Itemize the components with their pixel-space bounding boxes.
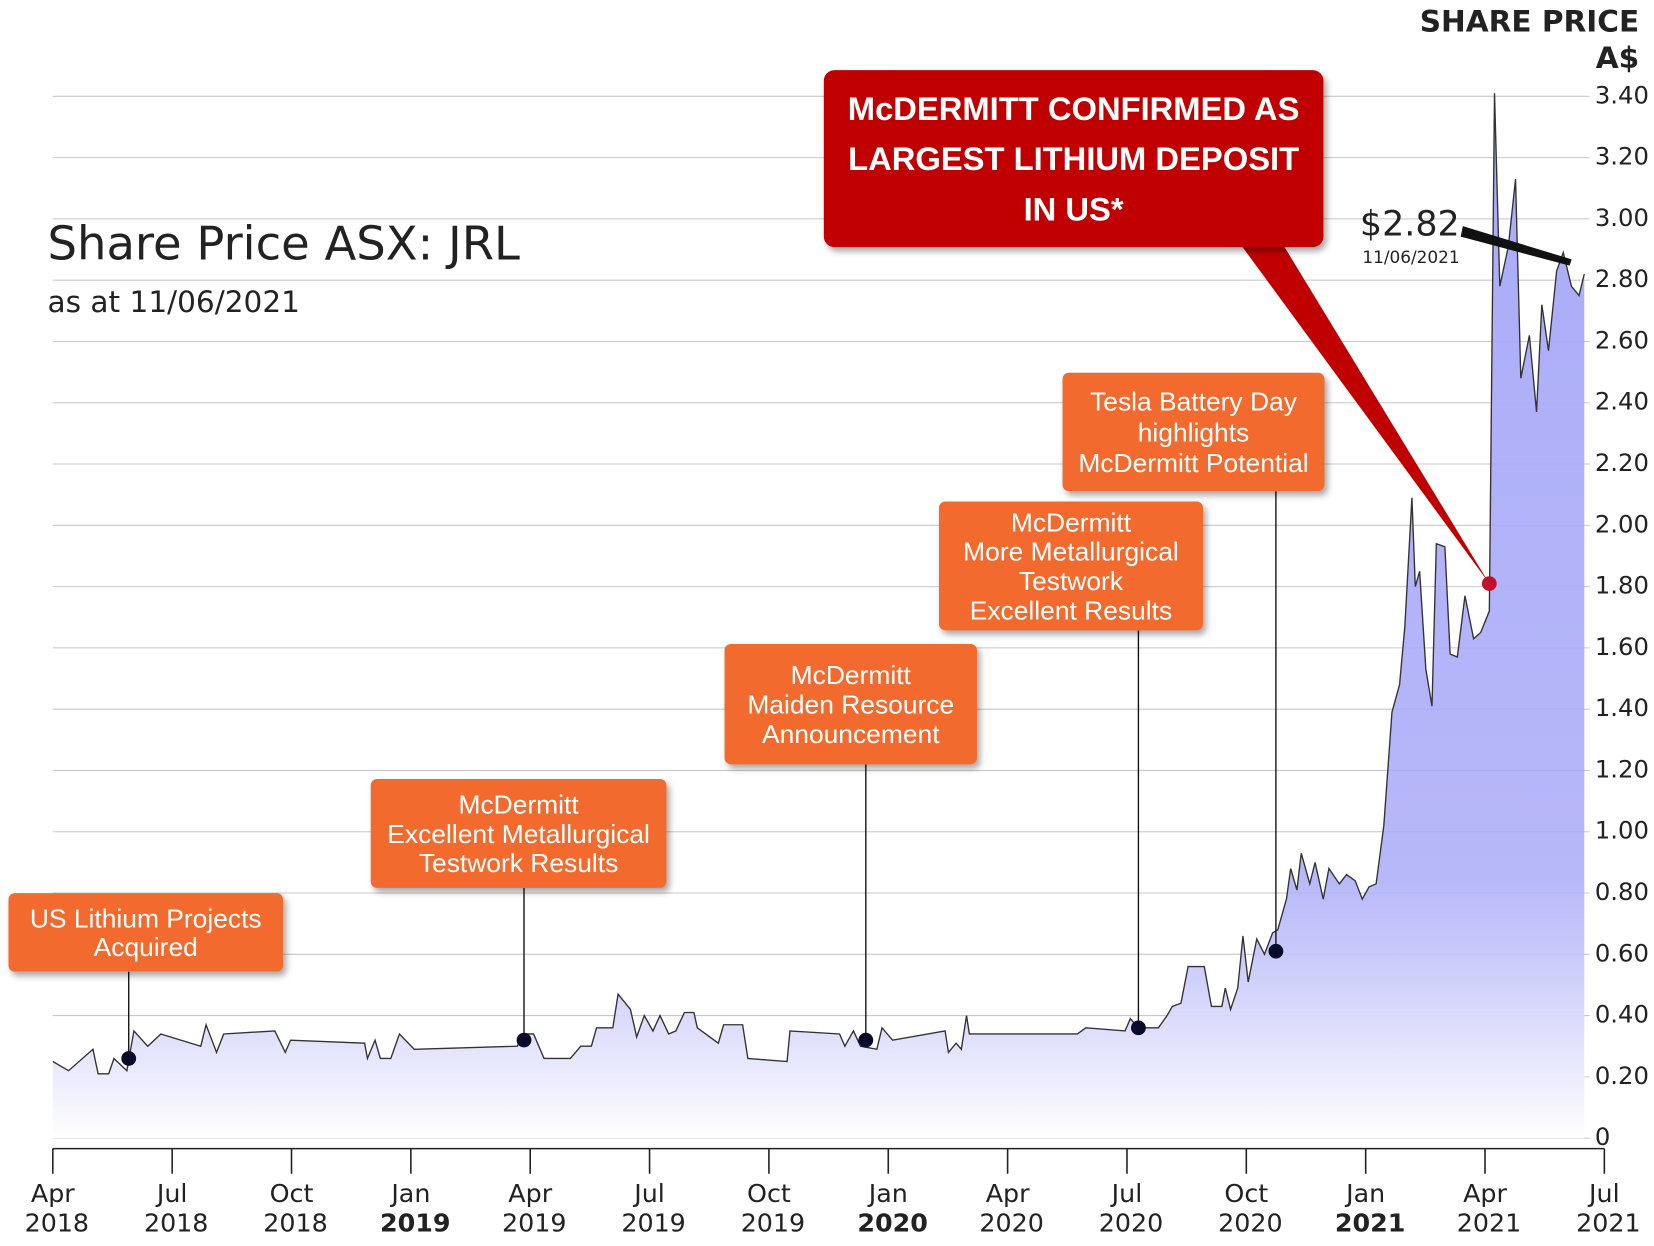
callout-text: Announcement xyxy=(762,719,940,749)
x-tick-label: Oct 2018 xyxy=(255,1179,328,1237)
x-tick-label: Apr 2020 xyxy=(971,1179,1044,1237)
callout-text: Maiden Resource xyxy=(747,690,954,720)
chart-title: Share Price ASX: JRL xyxy=(48,217,521,271)
callout-text: McDermitt xyxy=(791,660,912,690)
y-tick-label: 2.00 xyxy=(1595,510,1649,538)
callout-box xyxy=(1062,372,1325,492)
event-dot xyxy=(858,1032,874,1048)
callout-text: McDermitt Potential xyxy=(1078,448,1308,478)
last-price-date: 11/06/2021 xyxy=(1362,247,1459,267)
chart-subtitle: as at 11/06/2021 xyxy=(48,285,300,319)
y-tick-label: 2.80 xyxy=(1595,265,1649,293)
grid: 0 0.20 0.40 0.60 0.80 1.00 1.20 1.40 1.60 1.80 2.0… xyxy=(17,81,1649,1237)
callout-text: Testwork Results xyxy=(419,848,618,878)
y-tick-label: 0.40 xyxy=(1595,1001,1649,1029)
y-tick-label: 2.60 xyxy=(1595,327,1649,355)
y-tick-label: 1.60 xyxy=(1595,633,1649,661)
callout-text: LARGEST LITHIUM DEPOSIT xyxy=(848,140,1299,177)
x-tick-label: Oct 2020 xyxy=(1210,1179,1283,1237)
event-dot xyxy=(1268,943,1284,959)
callout-text: McDERMITT CONFIRMED AS xyxy=(848,90,1300,127)
x-tick-label: Apr 2021 xyxy=(1449,1179,1522,1237)
x-tick-label: Apr 2018 xyxy=(17,1179,90,1237)
callout-box xyxy=(938,501,1204,631)
y-tick-label: 1.40 xyxy=(1595,694,1649,722)
callout-box xyxy=(8,893,284,972)
callout-text: McDermitt xyxy=(458,790,579,820)
y-tick-label: 2.40 xyxy=(1595,388,1649,416)
y-tick-label: 1.00 xyxy=(1595,817,1649,845)
y-tick-label: 0.60 xyxy=(1595,939,1649,967)
x-tick-label: Jan 2020 xyxy=(849,1179,928,1237)
last-price-label: $2.82 xyxy=(1360,205,1460,245)
callout-box xyxy=(370,779,667,888)
event-dot xyxy=(1131,1020,1146,1036)
price-area xyxy=(52,93,1585,1139)
y-tick-label: 3.20 xyxy=(1595,143,1649,171)
y-axis-label: A$ xyxy=(1596,41,1639,75)
x-tick-label: Jan 2019 xyxy=(371,1179,450,1237)
callout-text: More Metallurgical xyxy=(963,537,1179,567)
x-tick-label: Oct 2019 xyxy=(733,1179,806,1237)
x-tick-label: Jul 2020 xyxy=(1091,1179,1164,1237)
event-dot xyxy=(516,1032,532,1048)
y-tick-label: 1.20 xyxy=(1595,756,1649,784)
x-tick-label: Jul 2018 xyxy=(136,1179,209,1237)
y-tick-label: 1.80 xyxy=(1595,572,1649,600)
callout-text: IN US* xyxy=(1024,191,1124,228)
annotations: US Lithium ProjectsAcquiredMcDermittExce… xyxy=(8,70,1572,1066)
callout-text: Acquired xyxy=(94,932,198,962)
plot xyxy=(52,93,1585,1139)
y-tick-label: 2.20 xyxy=(1595,449,1649,477)
price-line xyxy=(52,93,1585,1075)
callout-text: McDermitt xyxy=(1011,507,1132,537)
callout-text: Excellent Results xyxy=(970,595,1172,625)
last-price-pointer xyxy=(1460,226,1572,266)
y-tick-label: 0 xyxy=(1595,1123,1610,1151)
callout-text: highlights xyxy=(1138,417,1250,447)
event-dot xyxy=(1481,576,1497,591)
callout-pointer xyxy=(1241,245,1490,584)
y-axis-label: SHARE PRICE xyxy=(1420,5,1640,39)
callout-box xyxy=(724,643,977,765)
callout-text: US Lithium Projects xyxy=(30,904,262,934)
callout-text: Excellent Metallurgical xyxy=(387,819,650,849)
x-tick-label: Jul 2019 xyxy=(613,1179,686,1237)
event-dot xyxy=(121,1051,137,1066)
x-tick-label: Jul 2021 xyxy=(1568,1179,1641,1237)
y-tick-label: 3.00 xyxy=(1595,204,1649,232)
x-tick-label: Jan 2021 xyxy=(1326,1179,1405,1237)
callout-text: Tesla Battery Day xyxy=(1090,387,1298,417)
x-tick-label: Apr 2019 xyxy=(494,1179,567,1237)
callout-text: Testwork xyxy=(1019,566,1124,596)
y-tick-label: 0.20 xyxy=(1595,1062,1649,1090)
callout-box xyxy=(823,70,1324,248)
y-tick-label: 0.80 xyxy=(1595,878,1649,906)
y-tick-label: 3.40 xyxy=(1595,81,1649,109)
